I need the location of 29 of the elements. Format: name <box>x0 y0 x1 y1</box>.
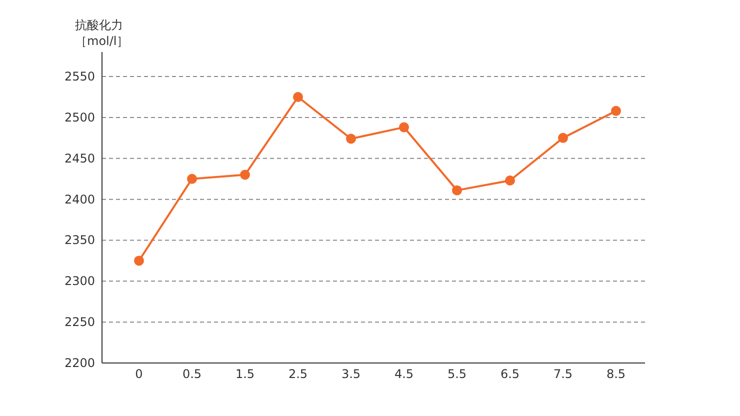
point <box>452 185 462 196</box>
point <box>505 175 515 186</box>
point <box>134 256 144 266</box>
point <box>611 106 621 116</box>
x-tick-label: 3.5 <box>341 367 361 381</box>
y-tick-label: 2300 <box>64 274 95 288</box>
point <box>187 174 197 184</box>
x-tick-label: 8.5 <box>606 367 626 381</box>
y-tick-label: 2250 <box>64 315 95 330</box>
point <box>293 92 303 102</box>
x-tick-label: 2.5 <box>288 367 308 381</box>
ylabel: 抗酸化力［mol/l］ <box>75 17 129 49</box>
x-tick-label: 7.5 <box>553 367 573 381</box>
x-tick-label: 5.5 <box>447 367 467 381</box>
x-tick-label: 4.5 <box>394 367 414 381</box>
y-tick-label: 2500 <box>64 110 95 124</box>
y-tick-label: 2350 <box>64 233 95 248</box>
point <box>399 122 409 132</box>
x-tick-label: 0.5 <box>182 367 202 381</box>
y-tick-label: 2550 <box>64 70 95 84</box>
y-tick-label: 2200 <box>64 356 95 370</box>
x-tick-label: 6.5 <box>500 367 520 381</box>
point <box>240 170 250 180</box>
x-tick-label: 1.5 <box>235 367 255 381</box>
point <box>346 134 356 144</box>
y-tick-label: 2400 <box>64 192 95 206</box>
y-tick-label: 2450 <box>64 151 95 166</box>
point <box>558 132 568 143</box>
x-tick-label: 0 <box>135 367 143 381</box>
